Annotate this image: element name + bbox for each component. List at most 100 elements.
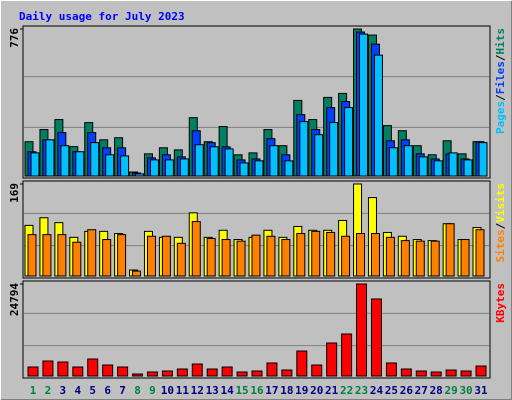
bar	[135, 173, 145, 177]
bar	[236, 240, 246, 277]
legend-entry: Hits	[494, 28, 507, 55]
bar	[209, 146, 219, 177]
bar	[45, 139, 55, 177]
x-tick-label: 3	[60, 384, 67, 397]
bar	[164, 159, 174, 177]
bar	[266, 362, 278, 377]
bar	[57, 361, 69, 377]
bar	[373, 54, 383, 177]
bar	[341, 235, 351, 277]
bar	[117, 234, 127, 277]
x-tick-label: 11	[176, 384, 190, 397]
bar	[72, 366, 84, 377]
legend-separator: /	[494, 54, 507, 61]
bar	[60, 145, 70, 177]
bar	[90, 142, 100, 177]
bar	[430, 371, 442, 377]
bar	[117, 366, 129, 377]
bar	[75, 151, 85, 177]
legend: Sites/Visits	[494, 183, 507, 263]
y-tick-label: 776	[8, 28, 21, 48]
bar	[206, 368, 218, 377]
bar	[400, 240, 410, 277]
x-tick-label: 23	[355, 384, 368, 397]
x-tick-label: 12	[191, 384, 204, 397]
bar	[102, 239, 112, 277]
bar	[415, 240, 425, 277]
bar	[176, 242, 186, 277]
bar	[102, 364, 114, 377]
bar	[27, 366, 39, 377]
legend-separator: /	[494, 222, 507, 229]
x-tick-label: 20	[310, 384, 323, 397]
bar	[146, 235, 156, 277]
legend: Pages/Files/Hits	[494, 28, 507, 134]
bar	[415, 370, 427, 377]
x-tick-label: 27	[415, 384, 428, 397]
bar	[329, 122, 339, 177]
bar	[388, 147, 398, 177]
bar	[161, 370, 173, 377]
x-tick-label: 13	[206, 384, 219, 397]
bar	[239, 162, 249, 177]
x-tick-label: 6	[104, 384, 111, 397]
bar	[478, 142, 488, 177]
bar	[72, 241, 82, 277]
bar	[146, 371, 158, 377]
bar	[296, 233, 306, 277]
bar	[475, 365, 487, 377]
bar	[254, 160, 264, 177]
bar	[403, 145, 413, 177]
bar	[344, 107, 354, 177]
legend: KBytes	[494, 283, 507, 323]
legend-entry: Visits	[494, 183, 507, 223]
x-tick-label: 16	[250, 384, 264, 397]
y-tick-label: 24794	[8, 283, 21, 316]
legend-entry: Sites	[494, 229, 507, 262]
bar	[179, 158, 189, 177]
bar	[311, 364, 323, 377]
bar	[356, 283, 368, 377]
bar	[251, 370, 263, 377]
bar	[251, 234, 261, 277]
bar	[221, 239, 231, 277]
bar	[460, 239, 470, 277]
bar	[400, 368, 412, 377]
x-tick-label: 1	[30, 384, 37, 397]
bar	[224, 148, 234, 177]
bar	[370, 298, 382, 377]
x-tick-label: 25	[385, 384, 398, 397]
x-tick-label: 8	[134, 384, 141, 397]
bar	[341, 333, 353, 377]
bar	[284, 160, 294, 177]
bar	[281, 369, 293, 377]
bar	[191, 221, 201, 277]
x-tick-label: 4	[74, 384, 81, 397]
x-tick-label: 15	[235, 384, 248, 397]
bar	[194, 144, 204, 177]
bar	[161, 235, 171, 277]
bar	[87, 358, 99, 377]
bar	[433, 160, 443, 177]
bar	[281, 239, 291, 277]
x-tick-label: 21	[325, 384, 339, 397]
bar	[296, 350, 308, 377]
bar	[149, 159, 159, 177]
bar	[42, 234, 52, 277]
bar	[314, 134, 324, 177]
bar	[30, 152, 40, 177]
bar	[463, 159, 473, 177]
bar	[299, 121, 309, 177]
legend-entry: Files	[494, 61, 507, 94]
x-tick-label: 24	[370, 384, 384, 397]
bar	[385, 236, 395, 277]
bar	[87, 229, 97, 277]
x-tick-label: 26	[400, 384, 414, 397]
x-tick-label: 14	[221, 384, 235, 397]
bar	[266, 235, 276, 277]
bar	[269, 145, 279, 177]
bar	[236, 371, 248, 377]
bar	[430, 240, 440, 277]
